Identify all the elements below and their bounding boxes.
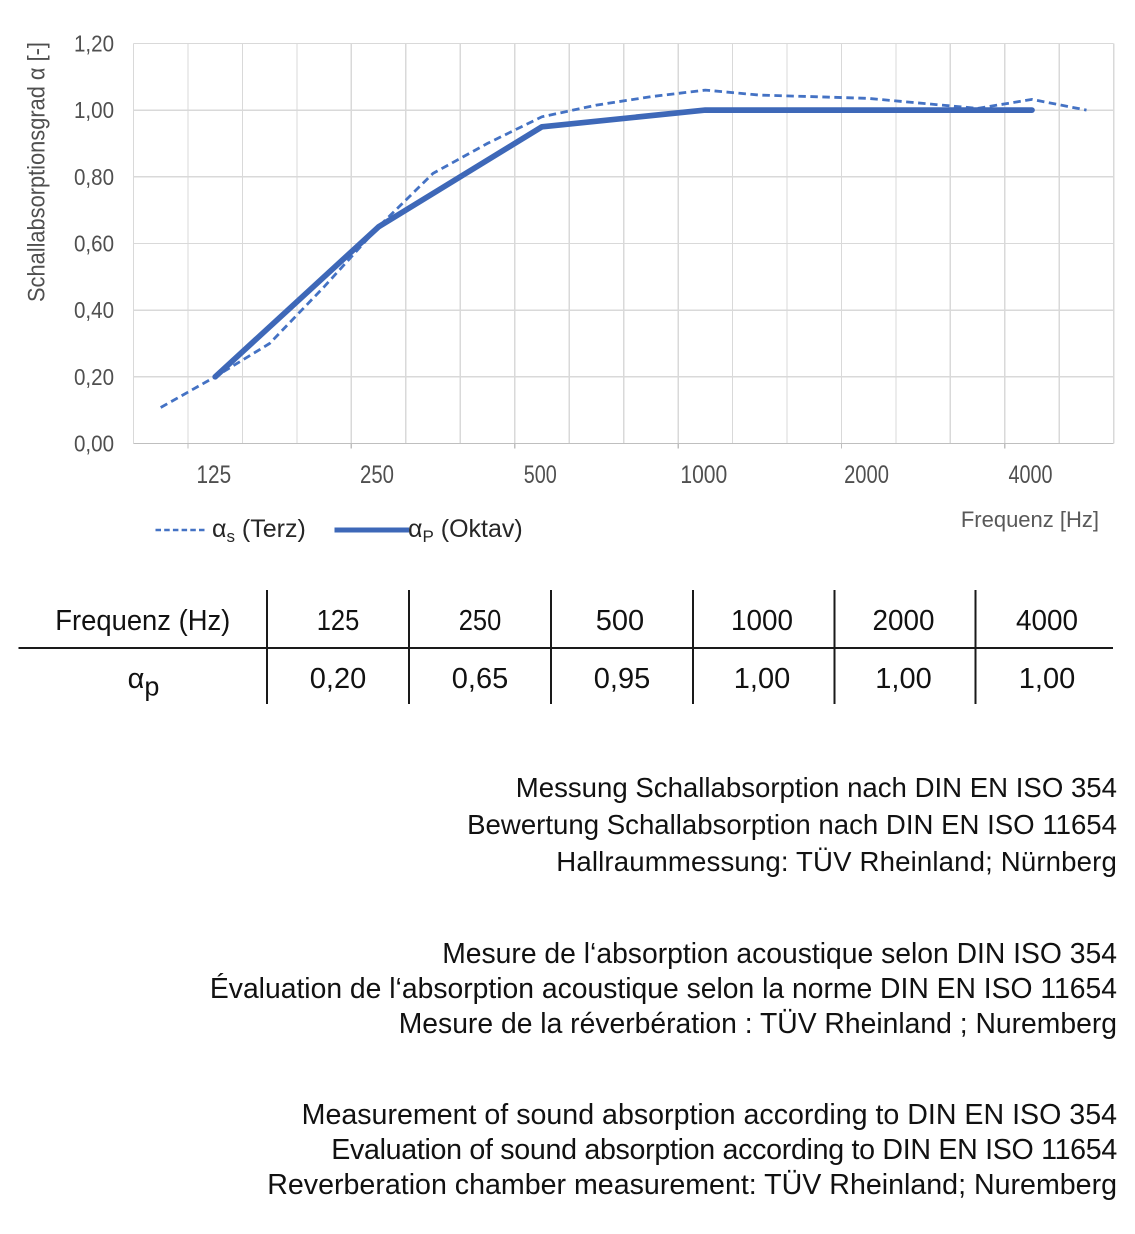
svg-text:500: 500 [596, 605, 644, 637]
svg-text:αs (Terz): αs (Terz) [212, 515, 306, 546]
svg-text:Frequenz [Hz]: Frequenz [Hz] [961, 507, 1099, 532]
svg-text:0,20: 0,20 [310, 663, 366, 695]
svg-text:2000: 2000 [873, 605, 935, 637]
svg-text:4000: 4000 [1009, 461, 1053, 489]
svg-text:1000: 1000 [731, 605, 793, 637]
svg-text:Frequenz (Hz): Frequenz (Hz) [55, 605, 230, 637]
svg-text:1000: 1000 [680, 461, 727, 489]
svg-text:250: 250 [360, 461, 394, 489]
svg-text:0,65: 0,65 [452, 663, 508, 695]
svg-text:2000: 2000 [844, 461, 889, 489]
svg-text:500: 500 [524, 461, 557, 489]
svg-text:Schallabsorptionsgrad α [-]: Schallabsorptionsgrad α [-] [24, 42, 51, 302]
svg-text:αP (Oktav): αP (Oktav) [408, 515, 523, 546]
svg-text:0,95: 0,95 [594, 663, 650, 695]
svg-text:0,80: 0,80 [74, 164, 114, 190]
svg-text:1,20: 1,20 [74, 30, 114, 56]
svg-text:αp: αp [128, 663, 160, 702]
svg-text:250: 250 [459, 605, 502, 637]
svg-text:0,60: 0,60 [74, 230, 114, 256]
svg-text:1,00: 1,00 [74, 97, 114, 123]
svg-text:1,00: 1,00 [875, 663, 931, 695]
svg-text:1,00: 1,00 [734, 663, 790, 695]
svg-text:4000: 4000 [1016, 605, 1078, 637]
svg-text:125: 125 [317, 605, 360, 637]
svg-text:0,00: 0,00 [74, 431, 114, 457]
svg-text:125: 125 [197, 461, 232, 489]
svg-text:1,00: 1,00 [1019, 663, 1075, 695]
svg-text:0,40: 0,40 [74, 297, 114, 323]
svg-text:0,20: 0,20 [74, 364, 114, 390]
